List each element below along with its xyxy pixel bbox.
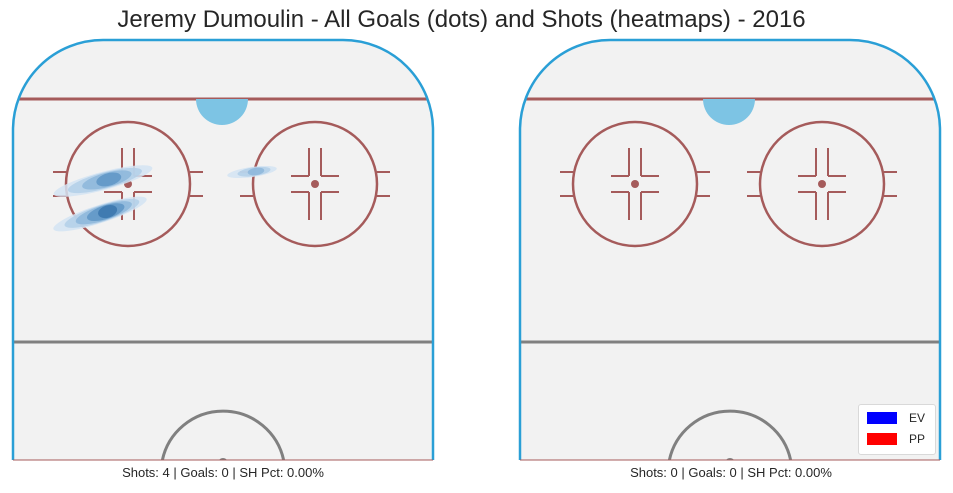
heatmap-contour xyxy=(98,204,118,219)
faceoff-circle-left xyxy=(571,120,699,248)
rink-markings xyxy=(13,97,433,460)
rink-panel-right xyxy=(518,38,942,461)
center-dot xyxy=(726,458,734,460)
legend-label-pp: PP xyxy=(909,432,926,446)
ice-surface xyxy=(520,40,940,460)
rink-markings xyxy=(520,97,940,460)
shot-heatmap-blob xyxy=(53,196,147,232)
faceoff-dot-right xyxy=(818,180,826,188)
goal-crease xyxy=(703,99,755,125)
chart-title: Jeremy Dumoulin - All Goals (dots) and S… xyxy=(117,6,806,33)
center-circle xyxy=(160,409,286,460)
faceoff-circle-right xyxy=(758,120,886,248)
legend-swatch-ev xyxy=(867,412,897,424)
ice-surface xyxy=(13,40,433,460)
faceoff-dot-right xyxy=(311,180,319,188)
center-dot xyxy=(219,458,227,460)
faceoff-circle-left xyxy=(64,120,192,248)
heatmap-contour xyxy=(247,167,265,176)
shot-heatmap-blob xyxy=(53,165,153,197)
legend: EV PP xyxy=(858,404,936,455)
goal-crease xyxy=(196,99,248,125)
faceoff-dot-left xyxy=(631,180,639,188)
legend-swatch-pp xyxy=(867,433,897,445)
faceoff-circle-right xyxy=(251,120,379,248)
heatmap-contour xyxy=(96,172,122,187)
rink-panel-left xyxy=(11,38,435,461)
legend-label-ev: EV xyxy=(909,411,926,425)
rink-boards xyxy=(11,38,435,460)
shots-caption-left: Shots: 4 | Goals: 0 | SH Pct: 0.00% xyxy=(122,465,324,480)
center-circle xyxy=(667,409,793,460)
rink-boards xyxy=(518,38,942,460)
shots-caption-right: Shots: 0 | Goals: 0 | SH Pct: 0.00% xyxy=(630,465,832,480)
shot-heatmap-blob xyxy=(227,165,277,179)
